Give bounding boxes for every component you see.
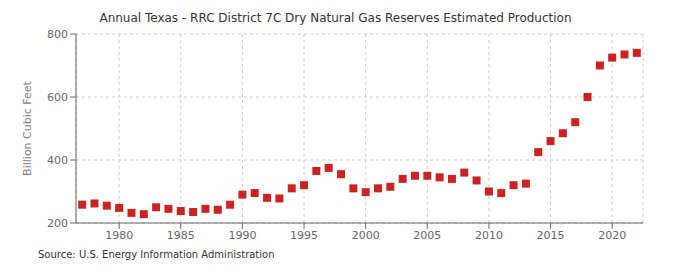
html-text:Annual Texas - RRC District 7C: Annual Texas - RRC District 7C Dry Natur… xyxy=(99,11,572,25)
svg-text:2020: 2020 xyxy=(598,229,626,242)
svg-text:1980: 1980 xyxy=(105,229,133,242)
svg-text:2010: 2010 xyxy=(475,229,503,242)
svg-text:1990: 1990 xyxy=(228,229,256,242)
svg-text:800: 800 xyxy=(47,28,68,41)
svg-text:2015: 2015 xyxy=(537,229,565,242)
svg-text:200: 200 xyxy=(47,217,68,230)
svg-text:2005: 2005 xyxy=(413,229,441,242)
svg-text:600: 600 xyxy=(47,91,68,104)
svg-text:1995: 1995 xyxy=(290,229,318,242)
svg-text:Billion Cubic Feet: Billion Cubic Feet xyxy=(21,80,34,175)
svg-text:2000: 2000 xyxy=(352,229,380,242)
svg-text:1985: 1985 xyxy=(167,229,195,242)
svg-text:400: 400 xyxy=(47,154,68,167)
html-text:Source: U.S. Energy Informatio: Source: U.S. Energy Information Administ… xyxy=(38,249,275,260)
